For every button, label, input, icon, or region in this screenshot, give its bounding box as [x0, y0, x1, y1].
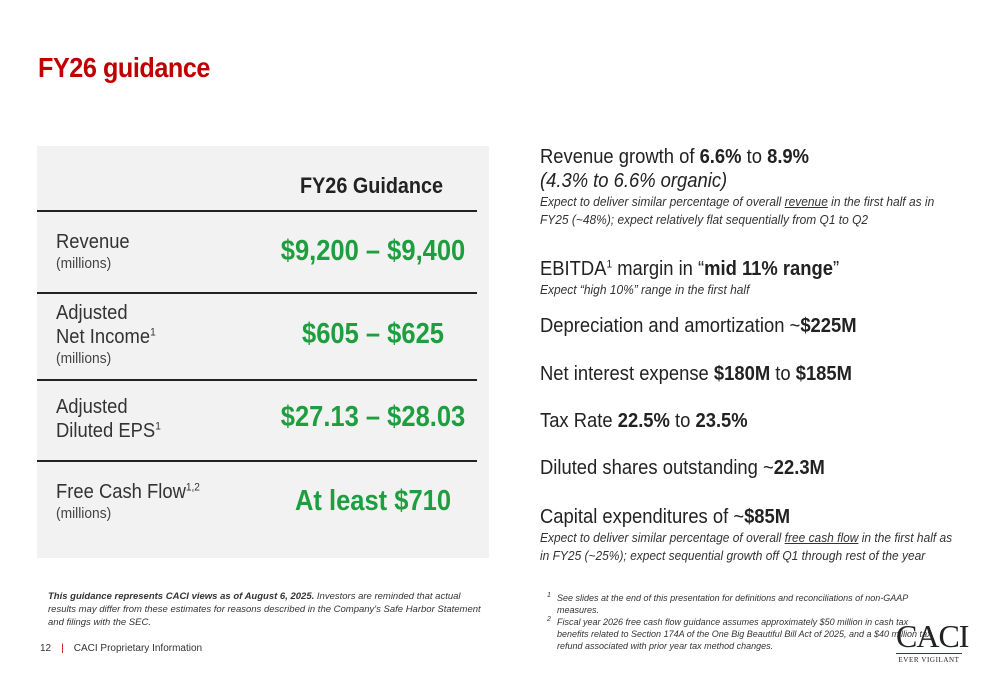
- guidance-ebitda-headline: EBITDA1 margin in “mid 11% range”: [540, 258, 840, 280]
- table-divider: [37, 379, 477, 381]
- row-label-revenue: Revenue (millions): [56, 230, 130, 274]
- caci-logo: CACI EVER VIGILANT: [896, 618, 969, 664]
- table-divider: [37, 460, 477, 462]
- guidance-ebitda-note: Expect “high 10%” range in the first hal…: [540, 282, 750, 297]
- row-label-footnote-ref: 1: [155, 420, 161, 433]
- guidance-capex-note: Expect to deliver similar percentage of …: [540, 530, 953, 563]
- footer-separator: |: [61, 643, 64, 654]
- row-label-adjusted-diluted-eps: Adjusted Diluted EPS1: [56, 395, 161, 443]
- guidance-ebitda: EBITDA1 margin in “mid 11% range” Expect…: [540, 257, 980, 299]
- row-label-line: Diluted EPS: [56, 420, 156, 442]
- row-label-line: Free Cash Flow: [56, 481, 186, 503]
- guidance-capex-headline: Capital expenditures of ~$85M: [540, 506, 791, 528]
- footnotes: 1 See slides at the end of this presentat…: [547, 592, 937, 652]
- row-value-revenue: $9,200 – $9,400: [280, 235, 466, 267]
- row-label-line: Revenue: [56, 231, 130, 253]
- guidance-tax-rate: Tax Rate 22.5% to 23.5%: [540, 410, 748, 432]
- table-column-header: FY26 Guidance: [300, 173, 444, 198]
- guidance-depreciation: Depreciation and amortization ~$225M: [540, 315, 857, 337]
- guidance-revenue-headline: Revenue growth of 6.6% to 8.9%: [540, 146, 810, 168]
- row-label-unit: (millions): [56, 350, 112, 367]
- guidance-disclaimer: This guidance represents CACI views as o…: [48, 591, 481, 628]
- guidance-revenue: Revenue growth of 6.6% to 8.9% (4.3% to …: [540, 145, 980, 229]
- row-value-adjusted-diluted-eps: $27.13 – $28.03: [280, 401, 466, 433]
- row-label-line: Adjusted: [56, 302, 128, 324]
- guidance-table-panel: [37, 146, 489, 558]
- page-number: 12: [40, 643, 52, 654]
- logo-tagline: EVER VIGILANT: [896, 653, 962, 664]
- guidance-revenue-note: Expect to deliver similar percentage of …: [540, 194, 935, 227]
- guidance-net-interest: Net interest expense $180M to $185M: [540, 363, 852, 385]
- footnote: 1 See slides at the end of this presentat…: [547, 592, 908, 615]
- slide-title: FY26 guidance: [38, 52, 211, 83]
- guidance-capex: Capital expenditures of ~$85M Expect to …: [540, 505, 980, 565]
- row-label-footnote-ref: 1: [150, 326, 156, 339]
- row-label-free-cash-flow: Free Cash Flow1,2 (millions): [56, 480, 200, 524]
- table-divider: [37, 210, 477, 212]
- logo-wordmark: CACI: [896, 618, 969, 654]
- row-label-line: Net Income: [56, 326, 151, 348]
- guidance-revenue-organic: (4.3% to 6.6% organic): [540, 170, 728, 192]
- row-label-line: Adjusted: [56, 396, 128, 418]
- footer-text: CACI Proprietary Information: [73, 643, 203, 654]
- slide-footer: 12 | CACI Proprietary Information: [40, 643, 202, 654]
- row-value-free-cash-flow: At least $710: [294, 485, 452, 517]
- row-label-footnote-ref: 1,2: [185, 481, 200, 494]
- row-value-adjusted-net-income: $605 – $625: [302, 318, 444, 350]
- row-label-adjusted-net-income: Adjusted Net Income1 (millions): [56, 301, 156, 369]
- row-label-unit: (millions): [56, 505, 112, 522]
- row-label-unit: (millions): [56, 255, 112, 272]
- table-divider: [37, 292, 477, 294]
- guidance-diluted-shares: Diluted shares outstanding ~22.3M: [540, 457, 825, 479]
- footnote: 2 Fiscal year 2026 free cash flow guidanc…: [547, 616, 932, 651]
